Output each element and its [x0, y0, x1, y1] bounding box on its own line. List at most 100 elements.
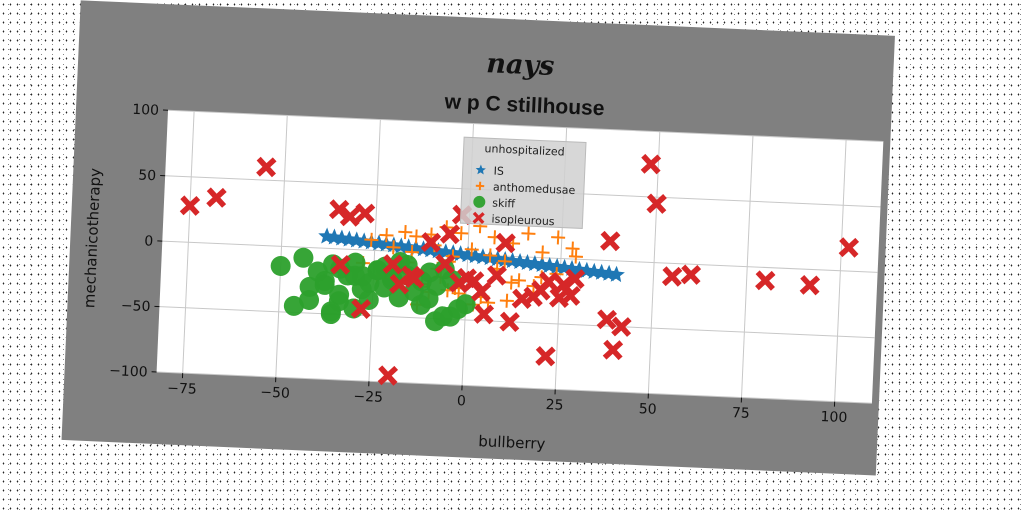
point-isopleurous [448, 272, 470, 294]
point-skiff [270, 255, 291, 276]
point-IS [459, 246, 477, 263]
x-tick-label: 25 [545, 397, 564, 414]
point-skiff [440, 306, 461, 327]
point-isopleurous [596, 309, 618, 330]
point-isopleurous [179, 195, 201, 216]
point-IS [333, 229, 351, 246]
point-anthomedusae [464, 242, 479, 257]
point-anthomedusae [568, 249, 583, 264]
point-IS [600, 264, 618, 282]
point-IS [526, 254, 544, 272]
point-isopleurous [206, 187, 227, 208]
point-isopleurous [602, 339, 624, 361]
point-skiff [299, 276, 320, 297]
point-skiff [320, 301, 341, 322]
x-tick-label: −75 [167, 380, 197, 397]
point-IS [518, 253, 536, 271]
grid-layer [156, 109, 884, 404]
point-IS [503, 252, 521, 269]
legend-label-isopleurous: isopleurous [491, 212, 555, 228]
x-tick-label: 100 [820, 409, 847, 426]
point-IS [325, 228, 343, 245]
x-tick-label: −50 [260, 385, 290, 402]
point-isopleurous [354, 203, 376, 224]
point-IS [392, 237, 410, 254]
point-anthomedusae [551, 230, 566, 245]
y-gridline [159, 306, 875, 339]
point-IS [437, 243, 455, 260]
point-skiff [344, 265, 365, 286]
point-isopleurous [511, 288, 533, 309]
point-skiff [283, 295, 304, 316]
point-skiff [425, 311, 446, 332]
point-anthomedusae [499, 293, 514, 308]
point-isopleurous [382, 254, 403, 275]
ticks-layer: −75 −50 −25 0 25 50 75 100 −100 −50 0 50 100 [109, 102, 848, 426]
y-tick-label: −50 [121, 298, 151, 315]
x-tick-label: 0 [457, 393, 467, 409]
point-isopleurous [611, 316, 632, 337]
point-skiff [455, 294, 476, 315]
point-IS [422, 241, 440, 258]
marks-layer [179, 153, 860, 386]
point-IS [541, 256, 559, 274]
point-isopleurous [330, 254, 351, 275]
legend-label-skiff: skiff [492, 196, 516, 210]
point-skiff [314, 271, 335, 292]
point-isopleurous [350, 298, 372, 320]
point-isopleurous [434, 253, 456, 275]
point-anthomedusae [535, 245, 550, 260]
point-IS [511, 252, 529, 270]
legend-title: unhospitalized [484, 142, 565, 158]
x-axis-label: bullberry [478, 432, 546, 453]
point-anthomedusae [497, 254, 512, 269]
point-anthomedusae [504, 275, 519, 290]
point-isopleurous [538, 271, 559, 292]
point-IS [548, 257, 566, 275]
point-isopleurous [420, 232, 442, 253]
point-isopleurous [339, 206, 361, 227]
point-anthomedusae [565, 241, 580, 256]
point-isopleurous [495, 232, 516, 254]
point-IS [355, 232, 373, 249]
point-IS [377, 235, 395, 252]
point-IS [489, 250, 507, 267]
x-tick-label: 75 [732, 405, 751, 422]
point-isopleurous [600, 230, 621, 252]
point-isopleurous [553, 274, 574, 296]
point-anthomedusae [521, 226, 536, 241]
point-anthomedusae [454, 226, 469, 241]
series-isopleurous [179, 153, 860, 386]
y-tick-label: 100 [132, 102, 159, 119]
x-tick-label: 50 [638, 401, 657, 418]
point-anthomedusae [483, 248, 498, 263]
point-IS [607, 265, 625, 283]
point-IS [533, 255, 551, 273]
point-isopleurous [499, 311, 520, 333]
point-IS [585, 262, 603, 280]
point-IS [370, 234, 388, 251]
point-isopleurous [377, 365, 399, 386]
point-isopleurous [328, 199, 350, 220]
point-IS [466, 247, 484, 264]
point-isopleurous [838, 237, 860, 258]
point-IS [318, 227, 336, 245]
point-isopleurous [256, 156, 277, 178]
point-isopleurous [389, 274, 410, 295]
point-isopleurous [549, 287, 570, 308]
point-isopleurous [661, 266, 683, 287]
legend-label-anthomedusae: anthomedusae [493, 181, 576, 198]
point-IS [340, 230, 358, 247]
point-IS [474, 248, 492, 265]
point-isopleurous [755, 270, 776, 291]
point-anthomedusae [398, 225, 413, 240]
point-anthomedusae [364, 232, 379, 247]
figure-suptitle: nays [486, 48, 555, 82]
legend-marker-isopleurous [472, 211, 485, 225]
point-anthomedusae [386, 240, 401, 255]
point-IS [555, 258, 573, 276]
point-isopleurous [680, 264, 702, 285]
point-isopleurous [646, 193, 667, 214]
